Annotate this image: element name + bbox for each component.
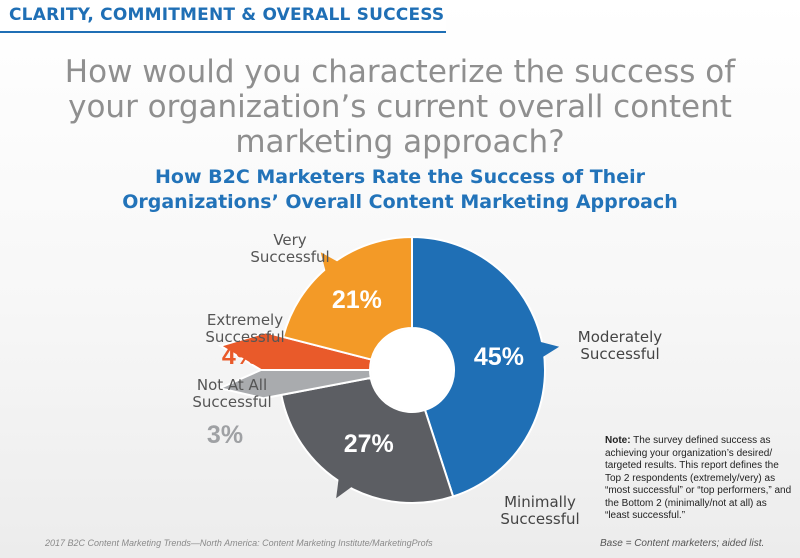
note-box: Note: The survey defined success as achi… [605, 435, 793, 523]
slice-moderately-successful [411, 235, 546, 498]
section-title: CLARITY, COMMITMENT & OVERALL SUCCESS [9, 5, 445, 25]
section-rule [0, 31, 446, 33]
slice-category-labels: Moderately Successful Minimally Successful N… [192, 231, 662, 528]
callout-moderately-successful [539, 341, 560, 358]
value-label-not-at-all-successful: 3% [207, 421, 243, 449]
slice-very-successful [281, 235, 413, 361]
pie-slices [216, 235, 546, 504]
category-label-not-at-all-successful: Not At All Successful [192, 376, 271, 411]
value-label-moderately-successful: 45% [474, 343, 524, 371]
footer-base: Base = Content marketers; aided list. [600, 538, 765, 549]
chart-title: How B2C Marketers Rate the Success of Th… [122, 166, 678, 213]
donut-hole [371, 329, 453, 411]
value-label-extremely-successful: 4% [222, 342, 258, 370]
note-label: Note: [605, 435, 631, 446]
category-label-moderately-successful: Moderately Successful [578, 328, 663, 363]
slice-minimally-successful [280, 376, 455, 504]
callout-very-successful [320, 252, 339, 272]
category-label-very-successful: Very Successful [250, 231, 329, 266]
survey-question: How would you characterize the success o… [64, 54, 736, 160]
category-label-minimally-successful: Minimally Successful [500, 493, 579, 528]
slice-callouts [320, 252, 560, 499]
note-text: The survey defined success as achieving … [605, 435, 792, 521]
slice-value-labels: 45% 27% 3% 4% 21% [207, 286, 524, 458]
category-label-extremely-successful: Extremely Successful [205, 311, 284, 346]
section-header: CLARITY, COMMITMENT & OVERALL SUCCESS [0, 0, 446, 33]
value-label-minimally-successful: 27% [344, 430, 394, 458]
callout-minimally-successful [336, 478, 353, 499]
value-label-very-successful: 21% [332, 286, 382, 314]
footer-source: 2017 B2C Content Marketing Trends—North … [45, 538, 433, 548]
